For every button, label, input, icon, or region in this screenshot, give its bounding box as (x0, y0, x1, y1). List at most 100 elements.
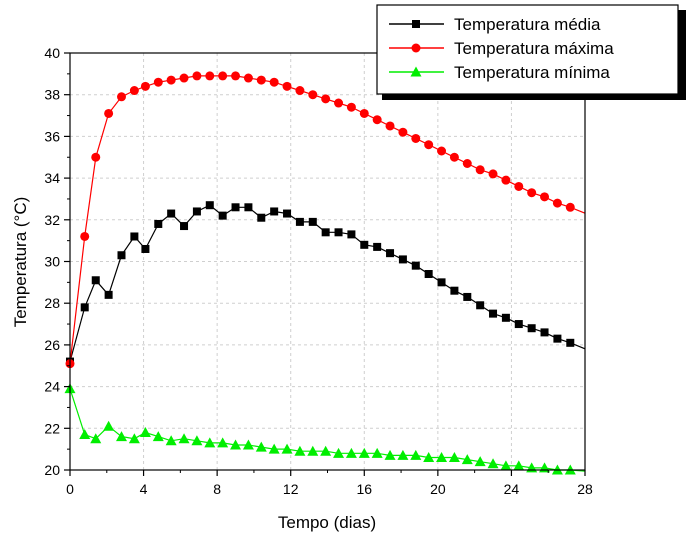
data-point (90, 433, 102, 444)
y-tick-label: 22 (44, 420, 60, 436)
data-point (140, 81, 150, 91)
data-point (153, 77, 163, 87)
data-point (527, 324, 536, 333)
data-point (514, 320, 523, 329)
data-point (373, 242, 382, 251)
data-point (242, 439, 254, 450)
x-tick-label: 24 (504, 481, 520, 497)
data-point (450, 286, 459, 295)
data-point (540, 192, 550, 202)
data-point (398, 127, 408, 137)
data-point (117, 92, 126, 102)
legend-marker (410, 66, 422, 77)
data-point (411, 261, 420, 270)
data-point (166, 75, 176, 85)
data-point (154, 219, 163, 228)
data-point (334, 98, 344, 108)
legend-box (376, 4, 679, 95)
data-point (204, 437, 216, 448)
data-point (540, 328, 549, 337)
data-point (565, 202, 575, 212)
data-point (436, 451, 448, 462)
data-point (256, 75, 266, 85)
y-tick-label: 20 (44, 462, 60, 478)
data-point (371, 447, 383, 458)
data-point (397, 449, 409, 460)
x-tick-label: 8 (213, 481, 221, 497)
data-point (527, 188, 537, 198)
data-point (295, 217, 304, 226)
data-point (307, 445, 319, 456)
legend-label: Temperatura mínima (454, 63, 610, 82)
data-point (321, 94, 331, 104)
legend-marker (412, 20, 420, 28)
data-point (566, 338, 575, 347)
data-point (411, 133, 421, 143)
legend-label: Temperatura máxima (454, 39, 614, 58)
data-point (231, 203, 240, 212)
data-point (218, 211, 227, 220)
y-tick-label: 28 (44, 295, 60, 311)
legend-marker (411, 43, 421, 53)
data-point (449, 152, 459, 162)
data-point (501, 175, 511, 185)
data-point (437, 146, 447, 156)
data-point (269, 77, 279, 87)
data-point (462, 159, 472, 169)
y-tick-label: 40 (44, 45, 60, 61)
axis-ticks: 0 4 8 12 16 20 24 28 20 22 24 26 28 30 32 34 36 38 40 (44, 45, 593, 497)
data-point (410, 449, 422, 460)
data-point (475, 165, 485, 175)
data-point (104, 290, 113, 299)
grid (70, 53, 585, 470)
x-tick-label: 20 (430, 481, 446, 497)
data-point (333, 447, 345, 458)
data-point (474, 456, 486, 467)
data-point (334, 228, 343, 237)
data-point (347, 230, 356, 239)
data-point (500, 460, 512, 471)
data-point (552, 198, 562, 208)
data-point (437, 278, 446, 287)
y-tick-label: 32 (44, 212, 60, 228)
data-point (165, 435, 177, 446)
data-point (359, 108, 369, 118)
data-point (358, 447, 370, 458)
y-tick-label: 36 (44, 128, 60, 144)
data-point (487, 458, 499, 469)
data-point (103, 420, 115, 431)
data-point (501, 313, 510, 322)
data-point (294, 445, 306, 456)
data-point (180, 222, 189, 231)
data-point (448, 451, 460, 462)
data-point (384, 449, 396, 460)
data-point (308, 217, 317, 226)
data-point (270, 207, 279, 216)
data-point (218, 71, 228, 81)
data-point (321, 228, 330, 237)
y-tick-label: 34 (44, 170, 60, 186)
y-axis-label: Temperatura (°C) (11, 197, 30, 328)
data-point (104, 108, 114, 118)
legend-label: Temperatura média (454, 15, 601, 34)
y-tick-label: 26 (44, 337, 60, 353)
x-tick-label: 16 (356, 481, 372, 497)
x-axis-label: Tempo (dias) (278, 513, 376, 532)
data-point (268, 443, 280, 454)
data-point (423, 451, 435, 462)
data-point (346, 102, 356, 112)
data-point (295, 86, 305, 96)
y-tick-label: 24 (44, 379, 60, 395)
data-point (179, 73, 189, 83)
data-point (152, 431, 164, 442)
series-markers (64, 71, 576, 475)
data-point (91, 152, 101, 162)
data-point (231, 71, 241, 81)
data-point (360, 240, 369, 249)
data-point (282, 81, 292, 91)
data-point (230, 439, 242, 450)
series-curves (69, 75, 586, 472)
data-point (320, 445, 332, 456)
data-point (257, 213, 266, 222)
data-point (91, 276, 100, 285)
